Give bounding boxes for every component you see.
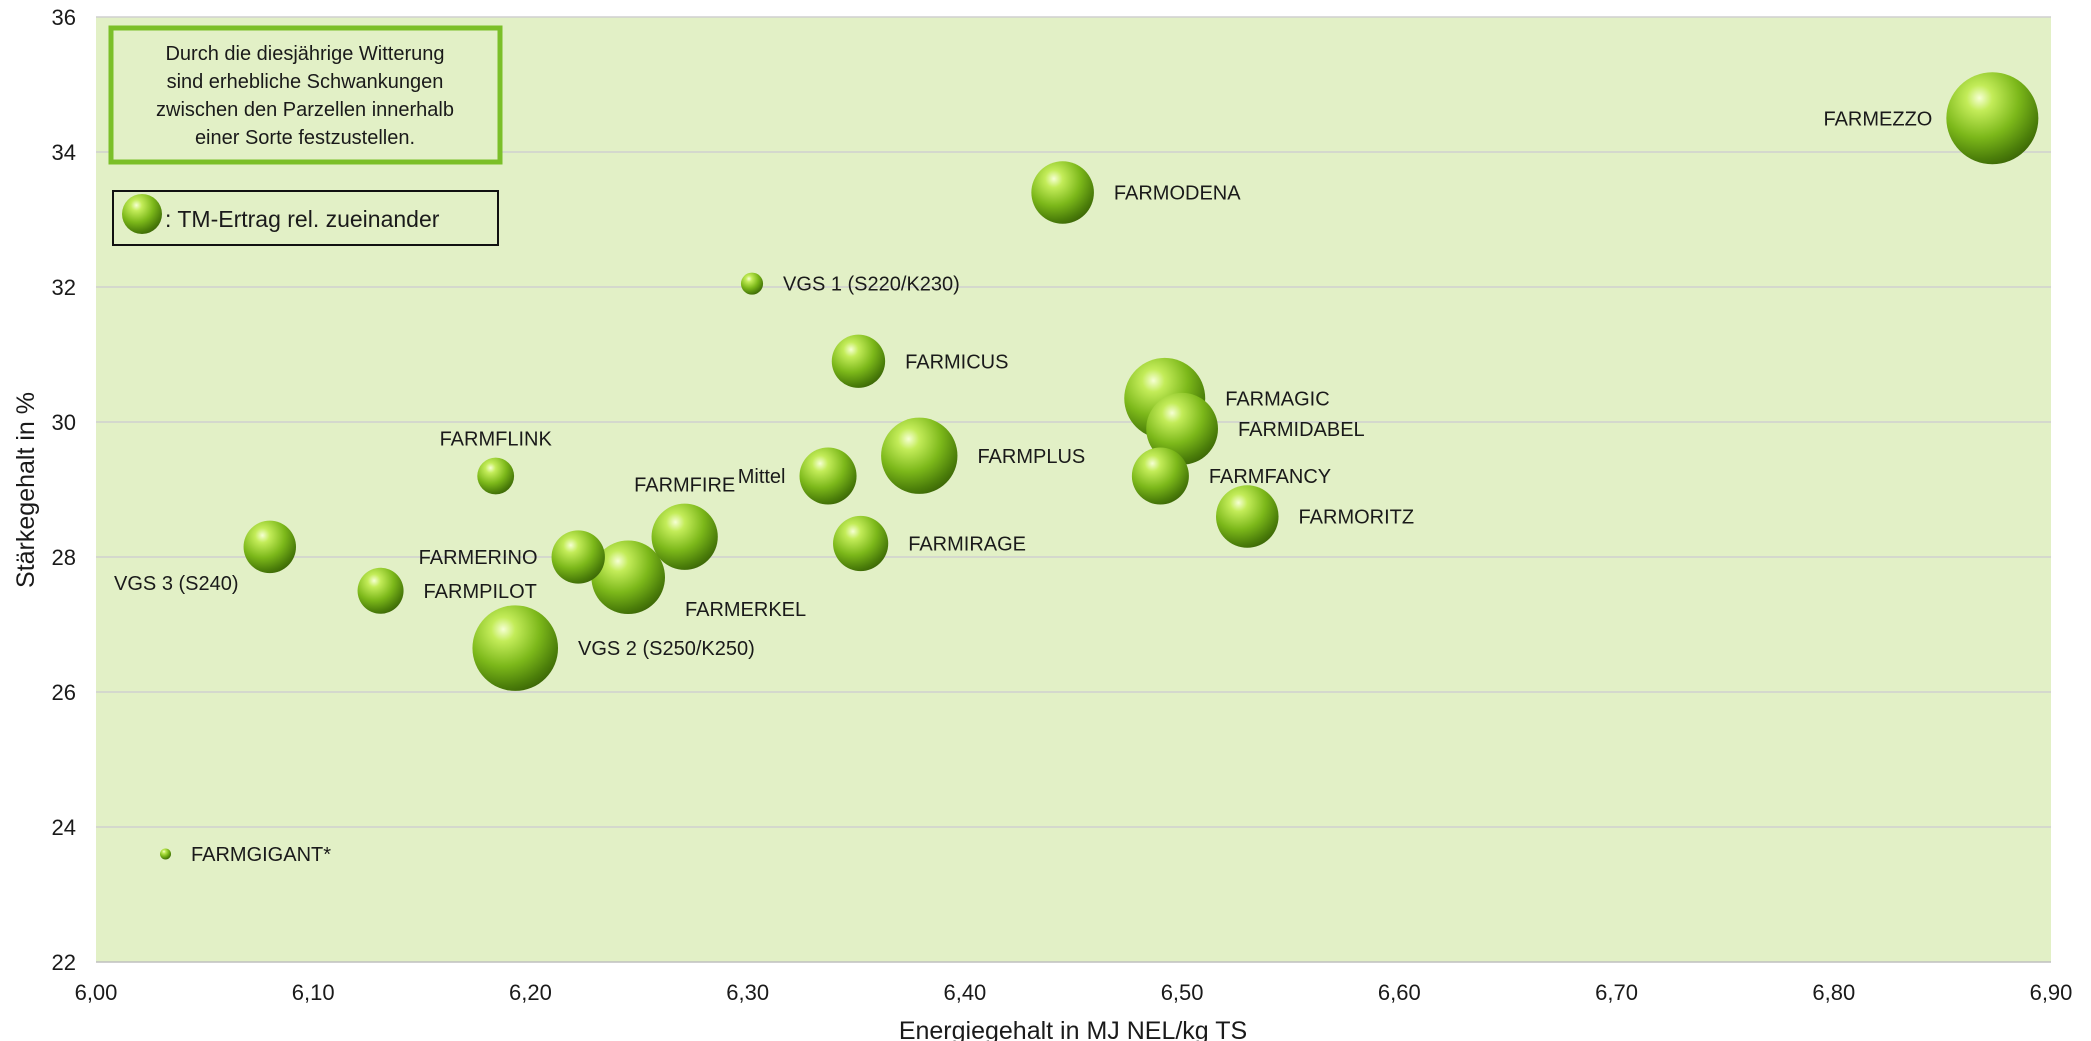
bubble-point [159, 848, 172, 860]
point-label: FARMFLINK [440, 429, 553, 451]
y-tick-label: 30 [52, 410, 76, 435]
point-label: FARMPILOT [424, 581, 537, 603]
bubbles [159, 72, 2039, 860]
bubble-point [1946, 72, 2039, 165]
bubble-point [551, 530, 605, 584]
bubble-point [1031, 161, 1094, 224]
x-tick-label: 6,70 [1595, 980, 1638, 1005]
y-tick-label: 32 [52, 275, 76, 300]
y-tick-label: 34 [52, 140, 76, 165]
point-label: FARMODENA [1114, 183, 1241, 205]
point-label: FARMORITZ [1299, 507, 1415, 529]
bubble-point [472, 605, 559, 691]
point-label: FARMFANCY [1209, 466, 1331, 488]
x-tick-label: 6,00 [75, 980, 118, 1005]
bubble-point [591, 540, 665, 615]
point-label: VGS 3 (S240) [114, 573, 239, 595]
point-label: VGS 1 (S220/K230) [783, 274, 960, 296]
bubble-point [881, 417, 958, 494]
bubble-point [740, 272, 764, 295]
bubble-point [477, 457, 515, 495]
point-label: FARMIDABEL [1238, 419, 1365, 441]
bubble-point [799, 447, 857, 505]
x-tick-label: 6,90 [2030, 980, 2073, 1005]
point-labels: FARMEZZO FARMODENA VGS 1 (S220/K230) FARMIC… [114, 108, 1932, 866]
x-tick-label: 6,10 [292, 980, 335, 1005]
point-label: FARMICUS [905, 351, 1008, 373]
x-tick-label: 6,20 [509, 980, 552, 1005]
gridlines [96, 16, 2051, 828]
y-tick-label: 36 [52, 5, 76, 30]
x-tick-label: 6,80 [1812, 980, 1855, 1005]
x-tick-labels: 6,00 6,10 6,20 6,30 6,40 6,50 6,60 6,70 6,80 6,90 [75, 980, 2073, 1005]
point-label: FARMPLUS [977, 446, 1085, 468]
point-label: FARMIRAGE [908, 534, 1026, 556]
y-tick-label: 24 [52, 815, 76, 840]
point-label: VGS 2 (S250/K250) [578, 638, 755, 660]
point-label: FARMGIGANT* [191, 844, 331, 866]
annotation-line-3: zwischen den Parzellen innerhalb [156, 99, 454, 121]
y-tick-label: 26 [52, 680, 76, 705]
bubble-point [1131, 447, 1189, 505]
legend-label: : TM-Ertrag rel. zueinander [165, 206, 440, 232]
bubble-point [651, 503, 718, 570]
bubble-point [1146, 392, 1218, 465]
bubble-point [243, 520, 296, 574]
y-tick-labels: 22 24 26 28 30 32 34 36 [52, 5, 76, 975]
point-label: FARMERKEL [685, 599, 806, 621]
annotation-line-1: Durch die diesjährige Witterung [165, 43, 444, 65]
legend-bubble-icon [122, 194, 162, 234]
legend-box: : TM-Ertrag rel. zueinander [112, 190, 499, 246]
bubble-point [1215, 485, 1279, 548]
y-tick-label: 22 [52, 950, 76, 975]
x-tick-label: 6,50 [1161, 980, 1204, 1005]
y-axis-title: Stärkegehalt in % [12, 392, 40, 588]
point-label: FARMERINO [419, 547, 538, 569]
bubble-point [831, 334, 886, 388]
point-label: FARMFIRE [634, 475, 735, 497]
annotation-box: Durch die diesjährige Witterung sind erh… [108, 25, 503, 165]
bubble-point [833, 515, 889, 572]
x-tick-label: 6,30 [726, 980, 769, 1005]
annotation-line-4: einer Sorte festzustellen. [195, 127, 415, 149]
point-label: Mittel [738, 466, 786, 488]
y-tick-label: 28 [52, 545, 76, 570]
x-tick-label: 6,40 [943, 980, 986, 1005]
x-tick-label: 6,60 [1378, 980, 1421, 1005]
bubble-point [357, 567, 404, 614]
point-label: FARMEZZO [1823, 108, 1932, 130]
point-label: FARMAGIC [1225, 388, 1329, 410]
annotation-line-2: sind erhebliche Schwankungen [167, 71, 444, 93]
x-axis-title: Energiegehalt in MJ NEL/kg TS [899, 1017, 1247, 1041]
